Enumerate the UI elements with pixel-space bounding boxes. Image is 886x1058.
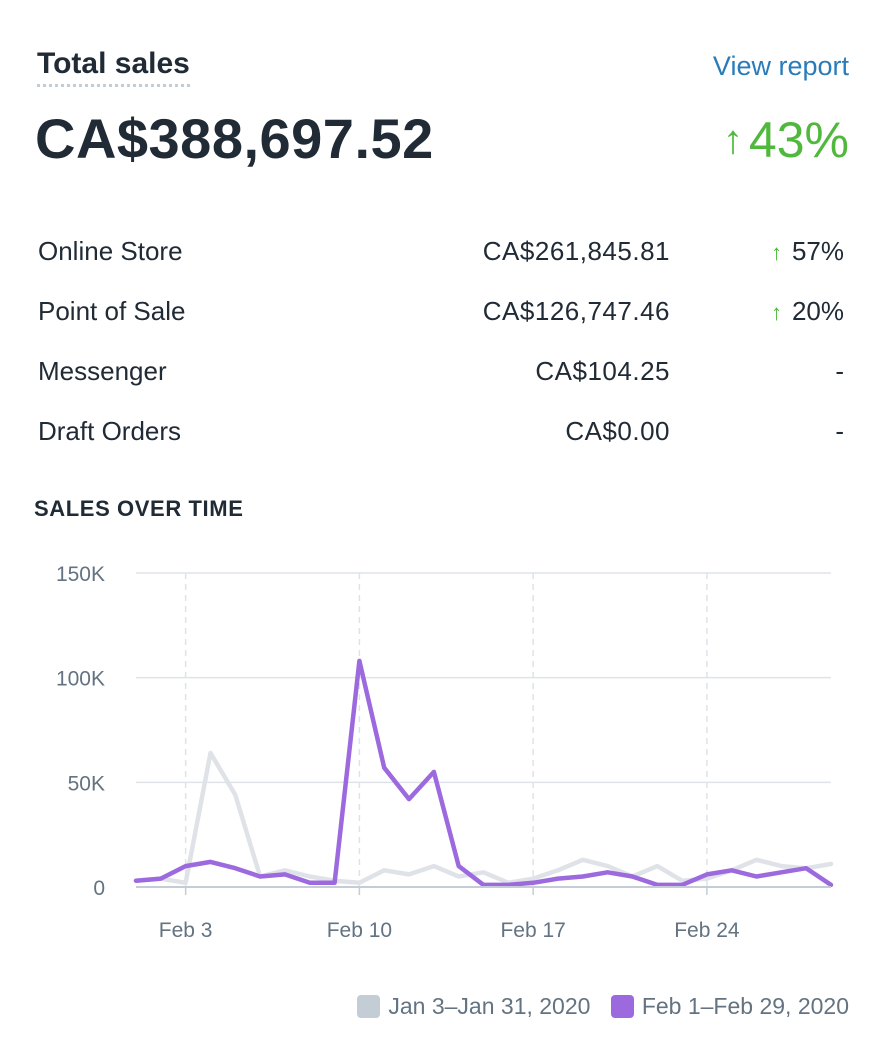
x-tick-label: Feb 3 bbox=[159, 919, 213, 942]
total-change-percent: 43% bbox=[748, 112, 849, 168]
channel-change: - bbox=[835, 402, 844, 460]
view-report-link[interactable]: View report bbox=[712, 51, 849, 81]
legend-label-current: Feb 1–Feb 29, 2020 bbox=[641, 993, 849, 1019]
arrow-up-icon: ↑ bbox=[770, 240, 782, 265]
series-line-previous bbox=[133, 750, 834, 886]
sales-over-time-chart: 0 50K 100K 150K Feb 3 Feb 10 Feb 17 Feb 24 bbox=[56, 563, 834, 942]
breakdown-row-point-of-sale: Point of Sale CA$126,747.46 ↑ 20% bbox=[38, 282, 846, 342]
total-sales-value: CA$388,697.52 bbox=[35, 107, 434, 170]
breakdown-row-draft-orders: Draft Orders CA$0.00 - bbox=[38, 402, 846, 462]
legend-item-previous[interactable]: Jan 3–Jan 31, 2020 bbox=[357, 990, 590, 1022]
legend-swatch-current bbox=[610, 995, 634, 1018]
y-tick-label: 0 bbox=[93, 877, 105, 900]
channel-amount: CA$261,845.81 bbox=[482, 236, 670, 266]
channel-amount: CA$104.25 bbox=[535, 356, 670, 386]
channel-change: - bbox=[835, 342, 844, 400]
legend-label-previous: Jan 3–Jan 31, 2020 bbox=[388, 993, 591, 1019]
x-tick-label: Feb 24 bbox=[674, 919, 740, 942]
total-sales-title: Total sales bbox=[37, 46, 190, 87]
arrow-up-icon: ↑ bbox=[722, 118, 743, 162]
legend-item-current[interactable]: Feb 1–Feb 29, 2020 bbox=[610, 990, 849, 1022]
total-change: ↑ 43% bbox=[723, 110, 849, 174]
channel-change-percent: - bbox=[835, 416, 844, 446]
y-tick-label: 100K bbox=[56, 668, 105, 691]
channel-name: Point of Sale bbox=[38, 296, 186, 326]
chart-legend: Jan 3–Jan 31, 2020 Feb 1–Feb 29, 2020 bbox=[343, 990, 849, 1022]
channel-name: Messenger bbox=[38, 356, 167, 386]
arrow-up-icon: ↑ bbox=[770, 300, 782, 325]
channel-amount: CA$126,747.46 bbox=[482, 296, 670, 326]
y-tick-label: 150K bbox=[56, 563, 105, 586]
channel-change-percent: - bbox=[835, 356, 844, 386]
channel-change-percent: 57% bbox=[791, 236, 844, 266]
channel-name: Online Store bbox=[38, 236, 183, 266]
breakdown-row-online-store: Online Store CA$261,845.81 ↑ 57% bbox=[38, 222, 846, 282]
sales-over-time-title: SALES OVER TIME bbox=[34, 496, 244, 521]
channel-change-percent: 20% bbox=[791, 296, 844, 326]
channel-amount: CA$0.00 bbox=[565, 416, 670, 446]
x-tick-label: Feb 17 bbox=[500, 919, 565, 942]
sales-breakdown: Online Store CA$261,845.81 ↑ 57% Point of… bbox=[38, 222, 846, 462]
legend-swatch-previous bbox=[357, 995, 381, 1018]
channel-name: Draft Orders bbox=[38, 416, 182, 446]
x-tick-label: Feb 10 bbox=[327, 919, 392, 942]
breakdown-row-messenger: Messenger CA$104.25 - bbox=[38, 342, 846, 402]
series-line-current bbox=[133, 658, 834, 888]
channel-change: ↑ 57% bbox=[771, 222, 844, 282]
y-tick-label: 50K bbox=[68, 772, 105, 795]
channel-change: ↑ 20% bbox=[771, 282, 844, 342]
